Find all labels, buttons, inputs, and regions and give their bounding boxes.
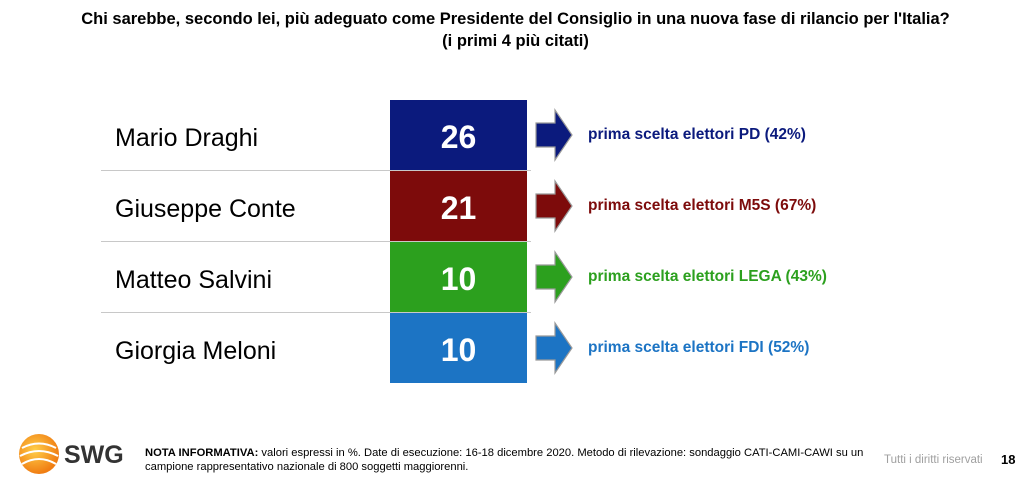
arrow-right-icon — [535, 179, 573, 233]
note-label: NOTA INFORMATIVA: — [145, 447, 259, 459]
arrow-right-icon — [535, 321, 573, 375]
voter-note: prima scelta elettori M5S (67%) — [588, 197, 817, 214]
rights-text: Tutti i diritti riservati — [884, 454, 983, 466]
table-row: Giorgia Meloni 10 — [101, 312, 531, 383]
value-box: 10 — [390, 313, 527, 383]
voter-note: prima scelta elettori LEGA (43%) — [588, 268, 827, 285]
value-box: 10 — [390, 242, 527, 312]
note-text: valori espressi in %. Date di esecuzione… — [145, 447, 864, 473]
chart-title-line-1: Chi sarebbe, secondo lei, più adeguato c… — [81, 10, 950, 28]
candidate-name: Giuseppe Conte — [115, 195, 296, 223]
table-row: Giuseppe Conte 21 — [101, 170, 531, 241]
candidate-name: Matteo Salvini — [115, 266, 273, 294]
voter-note: prima scelta elettori FDI (52%) — [588, 339, 810, 356]
page-number: 18 — [1001, 452, 1016, 467]
methodology-note: NOTA INFORMATIVA: valori espressi in %. … — [145, 446, 865, 474]
arrow-right-icon — [535, 250, 573, 304]
table-row: Mario Draghi 26 — [101, 100, 531, 170]
value-box: 26 — [390, 100, 527, 170]
swg-logo-icon — [16, 431, 62, 482]
swg-logo-text: SWG — [64, 441, 124, 469]
table-row: Matteo Salvini 10 — [101, 241, 531, 312]
chart-title-line-2: (i primi 4 più citati) — [442, 32, 589, 50]
ranking-table: Mario Draghi 26 Giuseppe Conte 21 Matteo Sal… — [101, 100, 531, 383]
chart-title: Chi sarebbe, secondo lei, più adeguato c… — [0, 8, 1031, 52]
value-box: 21 — [390, 171, 527, 241]
voter-note: prima scelta elettori PD (42%) — [588, 126, 806, 143]
candidate-name: Mario Draghi — [115, 124, 259, 152]
candidate-name: Giorgia Meloni — [115, 337, 277, 365]
arrow-right-icon — [535, 108, 573, 162]
